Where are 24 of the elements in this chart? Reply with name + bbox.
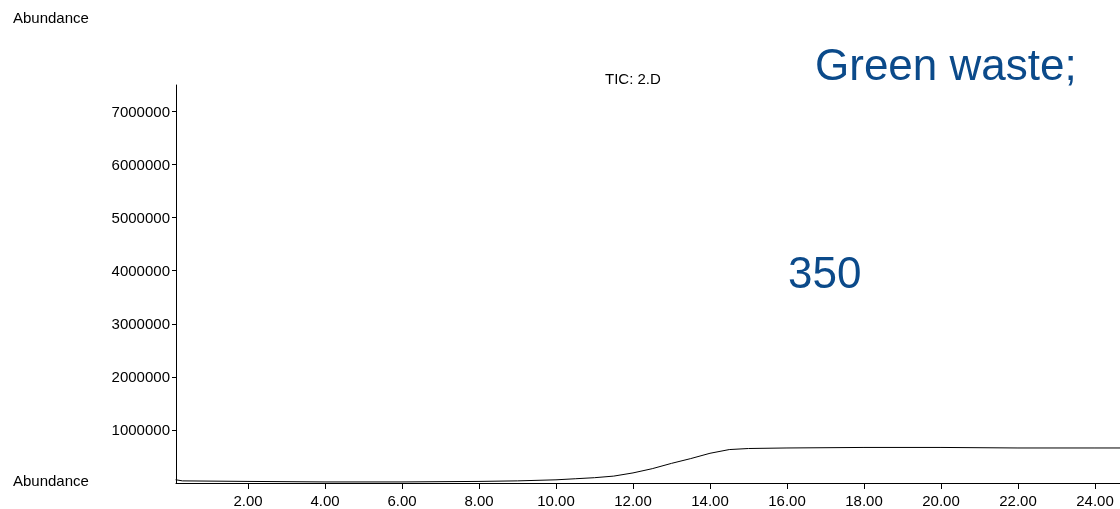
y-axis-title: Abundance bbox=[13, 9, 89, 26]
x-tick-label: 24.00 bbox=[1076, 492, 1114, 509]
y-tick-label: 7000000 bbox=[111, 103, 170, 121]
x-tick-label: 8.00 bbox=[464, 492, 494, 509]
y-tick-label: 3000000 bbox=[111, 315, 170, 333]
y-tick-label: 5000000 bbox=[111, 209, 170, 227]
x-tick-label: 18.00 bbox=[845, 492, 883, 509]
x-tick-label: 4.00 bbox=[310, 492, 340, 509]
x-tick-label: 22.00 bbox=[999, 492, 1037, 509]
y-tick-label: 2000000 bbox=[111, 368, 170, 386]
x-tick-label: 2.00 bbox=[233, 492, 263, 509]
annotation: 350 bbox=[788, 247, 862, 297]
x-tick-label: 16.00 bbox=[768, 492, 806, 509]
x-tick-label: 14.00 bbox=[691, 492, 729, 509]
y-tick-label: 1000000 bbox=[111, 421, 170, 439]
x-axis-title: Abundance bbox=[13, 472, 89, 489]
y-tick-label: 4000000 bbox=[111, 262, 170, 280]
x-tick-label: 10.00 bbox=[537, 492, 575, 509]
x-tick-label: 6.00 bbox=[387, 492, 417, 509]
x-tick-label: 12.00 bbox=[614, 492, 652, 509]
x-tick-label: 20.00 bbox=[922, 492, 960, 509]
y-tick-label: 6000000 bbox=[111, 156, 170, 174]
chart-title: TIC: 2.D bbox=[605, 70, 662, 87]
annotation: Green waste; bbox=[815, 39, 1077, 89]
